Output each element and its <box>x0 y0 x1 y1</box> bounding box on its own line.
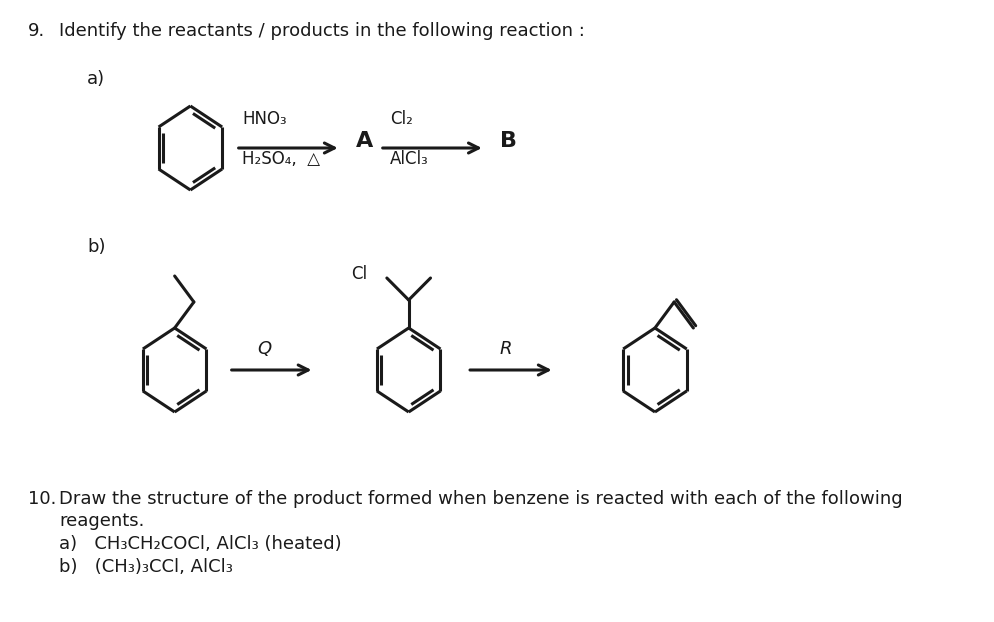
Text: 9.: 9. <box>28 22 45 40</box>
Text: H₂SO₄,  △: H₂SO₄, △ <box>242 150 320 168</box>
Text: B: B <box>500 131 517 151</box>
Text: AlCl₃: AlCl₃ <box>391 150 429 168</box>
Text: Cl: Cl <box>352 265 368 283</box>
Text: b): b) <box>87 238 105 256</box>
Text: R: R <box>500 340 512 358</box>
Text: Cl₂: Cl₂ <box>391 110 414 128</box>
Text: Q: Q <box>257 340 271 358</box>
Text: Draw the structure of the product formed when benzene is reacted with each of th: Draw the structure of the product formed… <box>60 490 903 508</box>
Text: b)   (CH₃)₃CCl, AlCl₃: b) (CH₃)₃CCl, AlCl₃ <box>60 558 234 576</box>
Text: reagents.: reagents. <box>60 512 145 530</box>
Text: a): a) <box>87 70 105 88</box>
Text: 10.: 10. <box>28 490 57 508</box>
Text: A: A <box>356 131 374 151</box>
Text: Identify the reactants / products in the following reaction :: Identify the reactants / products in the… <box>60 22 585 40</box>
Text: HNO₃: HNO₃ <box>242 110 286 128</box>
Text: a)   CH₃CH₂COCl, AlCl₃ (heated): a) CH₃CH₂COCl, AlCl₃ (heated) <box>60 535 342 553</box>
